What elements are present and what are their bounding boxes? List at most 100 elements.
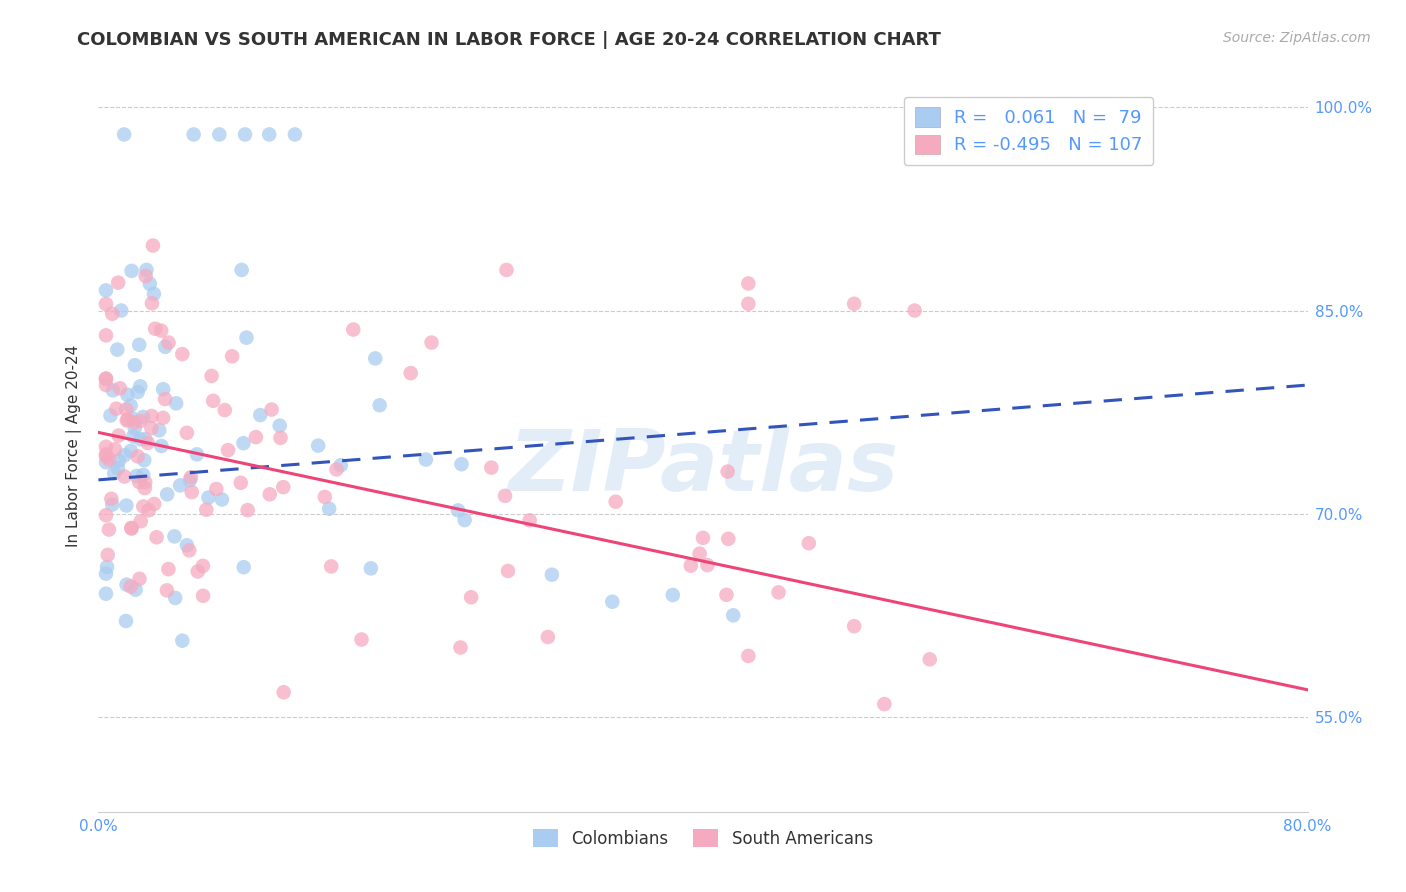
Point	[329, 458, 352, 473]
Point	[269, 418, 291, 433]
Point	[716, 588, 738, 602]
Point	[97, 523, 120, 537]
Point	[737, 277, 759, 291]
Point	[115, 499, 138, 513]
Point	[132, 500, 155, 514]
Point	[453, 513, 475, 527]
Point	[129, 514, 152, 528]
Point	[94, 284, 117, 298]
Point	[141, 296, 163, 310]
Point	[232, 560, 254, 574]
Point	[129, 414, 152, 428]
Point	[183, 128, 205, 142]
Point	[128, 338, 150, 352]
Point	[141, 421, 163, 435]
Point	[100, 409, 122, 423]
Point	[187, 565, 209, 579]
Point	[318, 501, 340, 516]
Point	[94, 372, 117, 386]
Point	[205, 482, 228, 496]
Point	[271, 480, 294, 494]
Point	[172, 347, 194, 361]
Point	[129, 379, 152, 393]
Point	[495, 263, 517, 277]
Point	[415, 452, 437, 467]
Point	[450, 457, 472, 471]
Point	[679, 558, 702, 573]
Point	[136, 436, 159, 450]
Text: COLOMBIAN VS SOUTH AMERICAN IN LABOR FORCE | AGE 20-24 CORRELATION CHART: COLOMBIAN VS SOUTH AMERICAN IN LABOR FOR…	[77, 31, 941, 49]
Point	[114, 448, 136, 462]
Point	[191, 558, 214, 573]
Point	[115, 614, 138, 628]
Point	[143, 322, 166, 336]
Point	[120, 443, 142, 458]
Point	[202, 393, 225, 408]
Point	[94, 566, 117, 581]
Point	[221, 349, 243, 363]
Point	[94, 328, 117, 343]
Point	[494, 489, 516, 503]
Point	[163, 529, 186, 543]
Text: ZIPatlas: ZIPatlas	[508, 426, 898, 509]
Legend: Colombians, South Americans: Colombians, South Americans	[526, 822, 880, 855]
Point	[284, 128, 307, 142]
Point	[259, 487, 281, 501]
Point	[103, 467, 125, 481]
Point	[232, 436, 254, 450]
Point	[364, 351, 387, 366]
Point	[368, 398, 391, 412]
Point	[100, 491, 122, 506]
Point	[176, 538, 198, 552]
Point	[211, 492, 233, 507]
Point	[134, 432, 156, 446]
Point	[270, 431, 292, 445]
Point	[142, 286, 165, 301]
Point	[605, 494, 627, 508]
Point	[124, 582, 146, 597]
Point	[180, 470, 202, 484]
Point	[124, 358, 146, 372]
Point	[134, 481, 156, 495]
Point	[96, 560, 118, 574]
Point	[186, 447, 208, 461]
Point	[132, 467, 155, 482]
Point	[115, 577, 138, 591]
Point	[537, 630, 560, 644]
Point	[124, 421, 146, 435]
Point	[214, 403, 236, 417]
Point	[180, 485, 202, 500]
Point	[233, 128, 256, 142]
Point	[120, 399, 142, 413]
Point	[157, 562, 180, 576]
Point	[97, 548, 120, 562]
Text: Source: ZipAtlas.com: Source: ZipAtlas.com	[1223, 31, 1371, 45]
Point	[191, 589, 214, 603]
Point	[107, 461, 129, 475]
Point	[257, 128, 280, 142]
Point	[696, 558, 718, 572]
Point	[110, 303, 132, 318]
Point	[112, 128, 135, 142]
Point	[105, 401, 128, 416]
Point	[904, 303, 927, 318]
Point	[94, 372, 117, 386]
Point	[172, 633, 194, 648]
Point	[717, 532, 740, 546]
Point	[236, 503, 259, 517]
Point	[873, 697, 896, 711]
Point	[117, 412, 139, 426]
Point	[94, 455, 117, 469]
Point	[314, 490, 336, 504]
Point	[165, 591, 187, 605]
Point	[138, 503, 160, 517]
Point	[101, 498, 124, 512]
Point	[120, 521, 142, 535]
Point	[844, 619, 866, 633]
Point	[165, 396, 187, 410]
Point	[152, 382, 174, 396]
Point	[179, 473, 201, 487]
Point	[350, 632, 373, 647]
Point	[717, 465, 740, 479]
Point	[169, 478, 191, 492]
